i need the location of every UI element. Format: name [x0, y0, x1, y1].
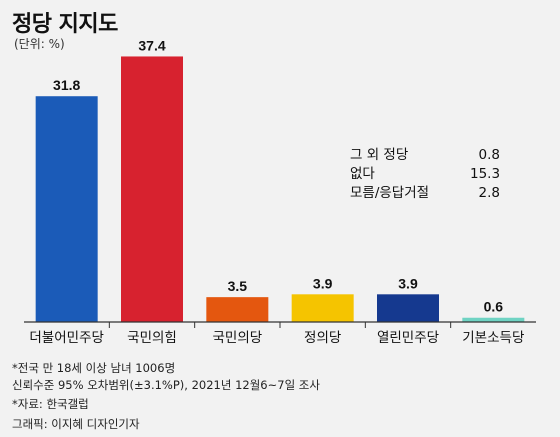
bar-5 — [462, 317, 525, 322]
value-label: 0.6 — [484, 299, 504, 315]
other-value: 2.8 — [478, 185, 500, 201]
other-label: 없다 — [350, 166, 375, 182]
other-label: 모름/응답거절 — [350, 185, 430, 201]
confidence-note: 신뢰수준 95% 오차범위(±3.1%P), 2021년 12월6~7일 조사 — [12, 377, 320, 392]
footnotes: *전국 만 18세 이상 남녀 1006명 신뢰수준 95% 오차범위(±3.1… — [12, 360, 320, 432]
bar-1 — [121, 56, 183, 323]
value-label: 31.8 — [53, 77, 80, 93]
value-label: 37.4 — [138, 37, 165, 53]
value-label: 3.9 — [313, 275, 333, 291]
category-label: 국민의힘 — [127, 330, 177, 346]
other-row-unknown: 모름/응답거절 2.8 — [350, 184, 500, 203]
category-label: 더불어민주당 — [29, 330, 104, 346]
other-row-none: 없다 15.3 — [350, 165, 500, 184]
graphic-credit: 그래픽: 이지혜 디자인기자 — [12, 416, 140, 431]
value-label: 3.5 — [228, 278, 248, 294]
category-label: 국민의당 — [212, 330, 262, 346]
category-label: 정의당 — [304, 330, 341, 346]
category-label: 기본소득당 — [462, 330, 524, 346]
other-value: 15.3 — [470, 166, 501, 182]
bar-3 — [291, 294, 354, 322]
survey-note: *전국 만 18세 이상 남녀 1006명 — [12, 361, 176, 375]
bar-0 — [35, 96, 98, 322]
other-responses: 그 외 정당 0.8 없다 15.3 모름/응답거절 2.8 — [350, 146, 500, 203]
page-title: 정당 지지도 — [12, 12, 118, 37]
category-label: 열린민주당 — [377, 330, 439, 346]
bar-4 — [377, 294, 439, 322]
value-label: 3.9 — [398, 275, 418, 291]
other-label: 그 외 정당 — [350, 147, 409, 163]
bar-2 — [206, 297, 269, 322]
other-row-etc: 그 외 정당 0.8 — [350, 146, 500, 165]
source-note: *자료: 한국갤럽 — [12, 397, 89, 411]
other-value: 0.8 — [478, 147, 500, 163]
unit-label: (단위: %) — [14, 37, 65, 51]
